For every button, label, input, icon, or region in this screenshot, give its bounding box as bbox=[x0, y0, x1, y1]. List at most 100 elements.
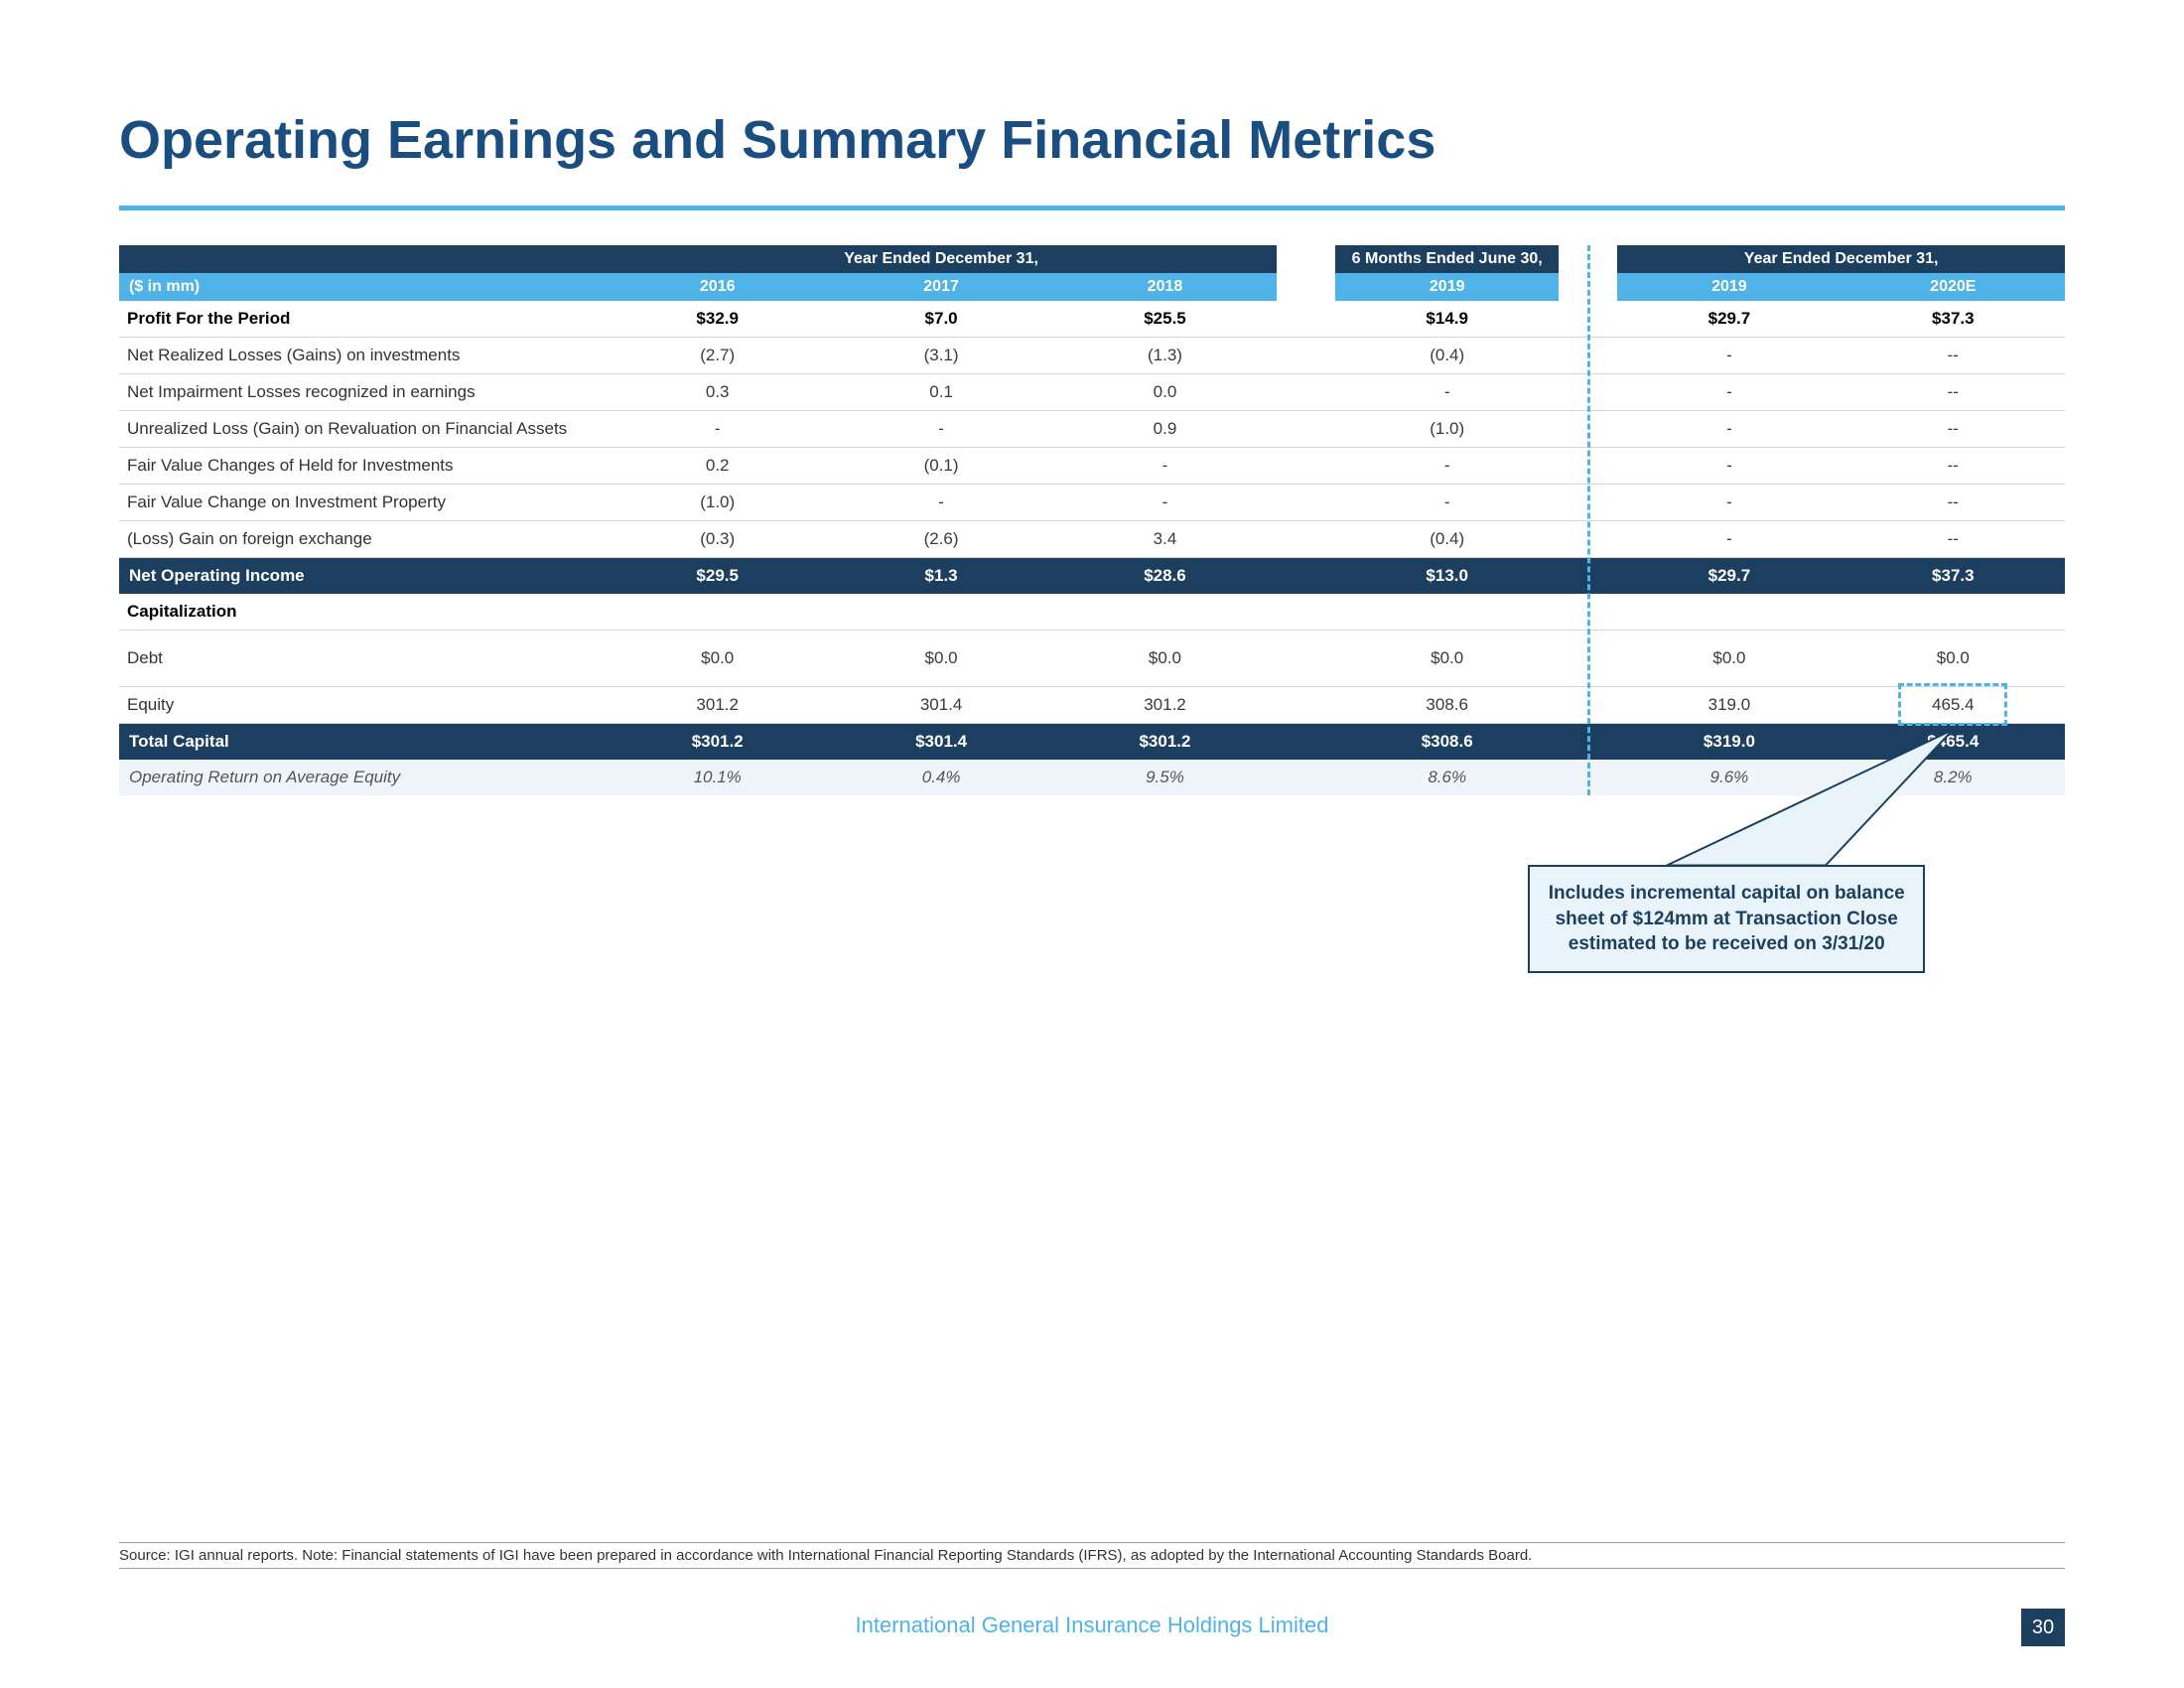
source-note: Source: IGI annual reports. Note: Financ… bbox=[119, 1542, 2065, 1569]
cell: 0.9 bbox=[1053, 411, 1277, 448]
cell: - bbox=[1617, 521, 1841, 558]
cell: - bbox=[1335, 374, 1559, 411]
cell: -- bbox=[1842, 485, 2065, 521]
cell: $465.4 bbox=[1842, 724, 2065, 761]
cell-label: Total Capital bbox=[119, 724, 606, 761]
cell-label: Fair Value Change on Investment Property bbox=[119, 485, 606, 521]
page-number: 30 bbox=[2021, 1609, 2065, 1646]
year-2019: 2019 bbox=[1617, 273, 1841, 301]
cell: (1.0) bbox=[1335, 411, 1559, 448]
cell-label: Debt bbox=[119, 631, 606, 687]
row-profit: Profit For the Period $32.9 $7.0 $25.5 $… bbox=[119, 301, 2065, 338]
cell: 0.3 bbox=[606, 374, 829, 411]
cell: $29.7 bbox=[1617, 301, 1841, 338]
row-debt: Debt $0.0 $0.0 $0.0 $0.0 $0.0 $0.0 bbox=[119, 631, 2065, 687]
period-header-row: Year Ended December 31, 6 Months Ended J… bbox=[119, 245, 2065, 273]
cell: (0.4) bbox=[1335, 521, 1559, 558]
cell-label: Profit For the Period bbox=[119, 301, 606, 338]
footer: International General Insurance Holdings… bbox=[0, 1613, 2184, 1638]
cell: 9.5% bbox=[1053, 760, 1277, 795]
row-fx: (Loss) Gain on foreign exchange (0.3) (2… bbox=[119, 521, 2065, 558]
period-header-1: Year Ended December 31, bbox=[606, 245, 1277, 273]
cell: - bbox=[1335, 485, 1559, 521]
cell: $0.0 bbox=[606, 631, 829, 687]
row-total-capital: Total Capital $301.2 $301.4 $301.2 $308.… bbox=[119, 724, 2065, 761]
row-nrl: Net Realized Losses (Gains) on investmen… bbox=[119, 338, 2065, 374]
cell: 301.2 bbox=[606, 687, 829, 724]
cell-equity-465: 465.4 bbox=[1842, 687, 2065, 724]
year-2020e: 2020E bbox=[1842, 273, 2065, 301]
cell: (1.3) bbox=[1053, 338, 1277, 374]
cell: 319.0 bbox=[1617, 687, 1841, 724]
cell: 8.6% bbox=[1335, 760, 1559, 795]
cell: 0.4% bbox=[829, 760, 1052, 795]
cell: - bbox=[1053, 485, 1277, 521]
cell: - bbox=[829, 411, 1052, 448]
cell: $0.0 bbox=[1053, 631, 1277, 687]
cell: - bbox=[1335, 448, 1559, 485]
cell: - bbox=[1617, 485, 1841, 521]
financial-table: Year Ended December 31, 6 Months Ended J… bbox=[119, 245, 2065, 795]
cell: -- bbox=[1842, 374, 2065, 411]
footer-company: International General Insurance Holdings… bbox=[856, 1613, 1329, 1637]
cell: $28.6 bbox=[1053, 558, 1277, 595]
cell: (0.4) bbox=[1335, 338, 1559, 374]
financial-table-wrapper: Year Ended December 31, 6 Months Ended J… bbox=[119, 245, 2065, 795]
page-title: Operating Earnings and Summary Financial… bbox=[119, 109, 2065, 171]
cell: $1.3 bbox=[829, 558, 1052, 595]
cell: -- bbox=[1842, 448, 2065, 485]
cell: - bbox=[1617, 448, 1841, 485]
year-2017: 2017 bbox=[829, 273, 1052, 301]
cell: 8.2% bbox=[1842, 760, 2065, 795]
cell: $32.9 bbox=[606, 301, 829, 338]
cell-label: Net Impairment Losses recognized in earn… bbox=[119, 374, 606, 411]
cell: $319.0 bbox=[1617, 724, 1841, 761]
cell: $301.2 bbox=[1053, 724, 1277, 761]
row-noi: Net Operating Income $29.5 $1.3 $28.6 $1… bbox=[119, 558, 2065, 595]
cell: (2.6) bbox=[829, 521, 1052, 558]
cell: - bbox=[829, 485, 1052, 521]
cell: - bbox=[1617, 411, 1841, 448]
unit-label: ($ in mm) bbox=[119, 273, 606, 301]
cell: $0.0 bbox=[1335, 631, 1559, 687]
cell: - bbox=[1617, 338, 1841, 374]
cell: $308.6 bbox=[1335, 724, 1559, 761]
row-nil: Net Impairment Losses recognized in earn… bbox=[119, 374, 2065, 411]
period-header-3: Year Ended December 31, bbox=[1617, 245, 2065, 273]
cell: (2.7) bbox=[606, 338, 829, 374]
year-2016: 2016 bbox=[606, 273, 829, 301]
cell: 308.6 bbox=[1335, 687, 1559, 724]
cell: -- bbox=[1842, 338, 2065, 374]
cell: - bbox=[606, 411, 829, 448]
title-underline bbox=[119, 206, 2065, 211]
cell: $0.0 bbox=[829, 631, 1052, 687]
cell-label: Unrealized Loss (Gain) on Revaluation on… bbox=[119, 411, 606, 448]
row-fvh: Fair Value Changes of Held for Investmen… bbox=[119, 448, 2065, 485]
cell-label: Net Realized Losses (Gains) on investmen… bbox=[119, 338, 606, 374]
row-roae: Operating Return on Average Equity 10.1%… bbox=[119, 760, 2065, 795]
cell: 301.2 bbox=[1053, 687, 1277, 724]
cell: 0.2 bbox=[606, 448, 829, 485]
row-url: Unrealized Loss (Gain) on Revaluation on… bbox=[119, 411, 2065, 448]
cell: $301.4 bbox=[829, 724, 1052, 761]
cell: (0.1) bbox=[829, 448, 1052, 485]
row-capitalization: Capitalization bbox=[119, 594, 2065, 631]
cell: (3.1) bbox=[829, 338, 1052, 374]
cell: 9.6% bbox=[1617, 760, 1841, 795]
cell: $14.9 bbox=[1335, 301, 1559, 338]
callout-note: Includes incremental capital on balance … bbox=[1528, 865, 1925, 973]
cell: - bbox=[1053, 448, 1277, 485]
cell-label: Net Operating Income bbox=[119, 558, 606, 595]
cell: 0.1 bbox=[829, 374, 1052, 411]
cell: $301.2 bbox=[606, 724, 829, 761]
cell: (1.0) bbox=[606, 485, 829, 521]
cell-label: (Loss) Gain on foreign exchange bbox=[119, 521, 606, 558]
cell: $29.5 bbox=[606, 558, 829, 595]
cell: $0.0 bbox=[1617, 631, 1841, 687]
cell-label: Equity bbox=[119, 687, 606, 724]
cell-label: Capitalization bbox=[119, 594, 606, 631]
cell: $37.3 bbox=[1842, 301, 2065, 338]
cell-label: Operating Return on Average Equity bbox=[119, 760, 606, 795]
cell: $37.3 bbox=[1842, 558, 2065, 595]
period-header-2: 6 Months Ended June 30, bbox=[1335, 245, 1559, 273]
